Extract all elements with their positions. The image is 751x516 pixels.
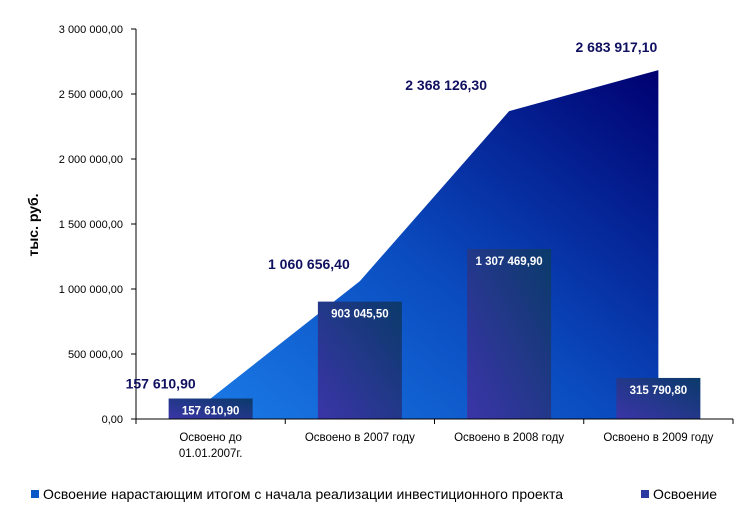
chart: 0,00 500 000,00 1 000 000,00 1 500 000,00 2 … [25, 24, 734, 460]
data-labels: 157 610,90 1 060 656,40 2 368 126,30 2 683 … [126, 39, 688, 417]
area-series [210, 70, 659, 420]
y-tick-label-6: 3 000 000,00 [59, 24, 123, 36]
y-tick-label-2: 1 000 000,00 [59, 284, 123, 296]
legend-swatch-bar [641, 490, 649, 498]
y-tick-label-0: 0,00 [102, 414, 123, 426]
area-cumulative [210, 70, 659, 420]
legend-label-cumulative: Освоение нарастающим итогом с начала реа… [43, 486, 564, 502]
legend-label-bar: Освоение [653, 486, 718, 502]
legend-item-cumulative: Освоение нарастающим итогом с начала реа… [31, 486, 563, 502]
bar-series [168, 249, 701, 419]
y-tick-label-1: 500 000,00 [68, 349, 123, 361]
bar-1 [317, 301, 402, 419]
y-axis-label: тыс. руб. [25, 193, 41, 256]
x-tick-label-1: Освоено в 2007 году [305, 432, 415, 444]
legend-item-bar: Освоение [641, 486, 717, 502]
y-tick-label-5: 2 500 000,00 [59, 89, 123, 101]
bar-label-0: 157 610,90 [182, 406, 240, 418]
legend-swatch-cumulative [31, 490, 39, 498]
area-label-3: 2 683 917,10 [576, 39, 658, 55]
y-tick-label-4: 2 000 000,00 [59, 154, 123, 166]
bar-0 [168, 398, 253, 419]
bar-label-1: 903 045,50 [331, 309, 389, 321]
bar-label-3: 315 790,80 [630, 385, 688, 397]
x-tick-label-0: Освоено до 01.01.2007г. [179, 432, 243, 460]
x-tick-label-2: Освоено в 2008 году [454, 432, 564, 444]
area-label-1: 1 060 656,40 [268, 256, 350, 272]
x-tick-label-3: Освоено в 2009 году [603, 432, 713, 444]
bar-3 [616, 377, 701, 419]
y-tick-label-3: 1 500 000,00 [59, 219, 123, 231]
area-label-0: 157 610,90 [126, 376, 196, 392]
bar-label-2: 1 307 469,90 [476, 256, 543, 268]
bar-2 [467, 249, 552, 419]
axes: 0,00 500 000,00 1 000 000,00 1 500 000,00 2 … [59, 24, 734, 460]
area-label-2: 2 368 126,30 [405, 77, 487, 93]
